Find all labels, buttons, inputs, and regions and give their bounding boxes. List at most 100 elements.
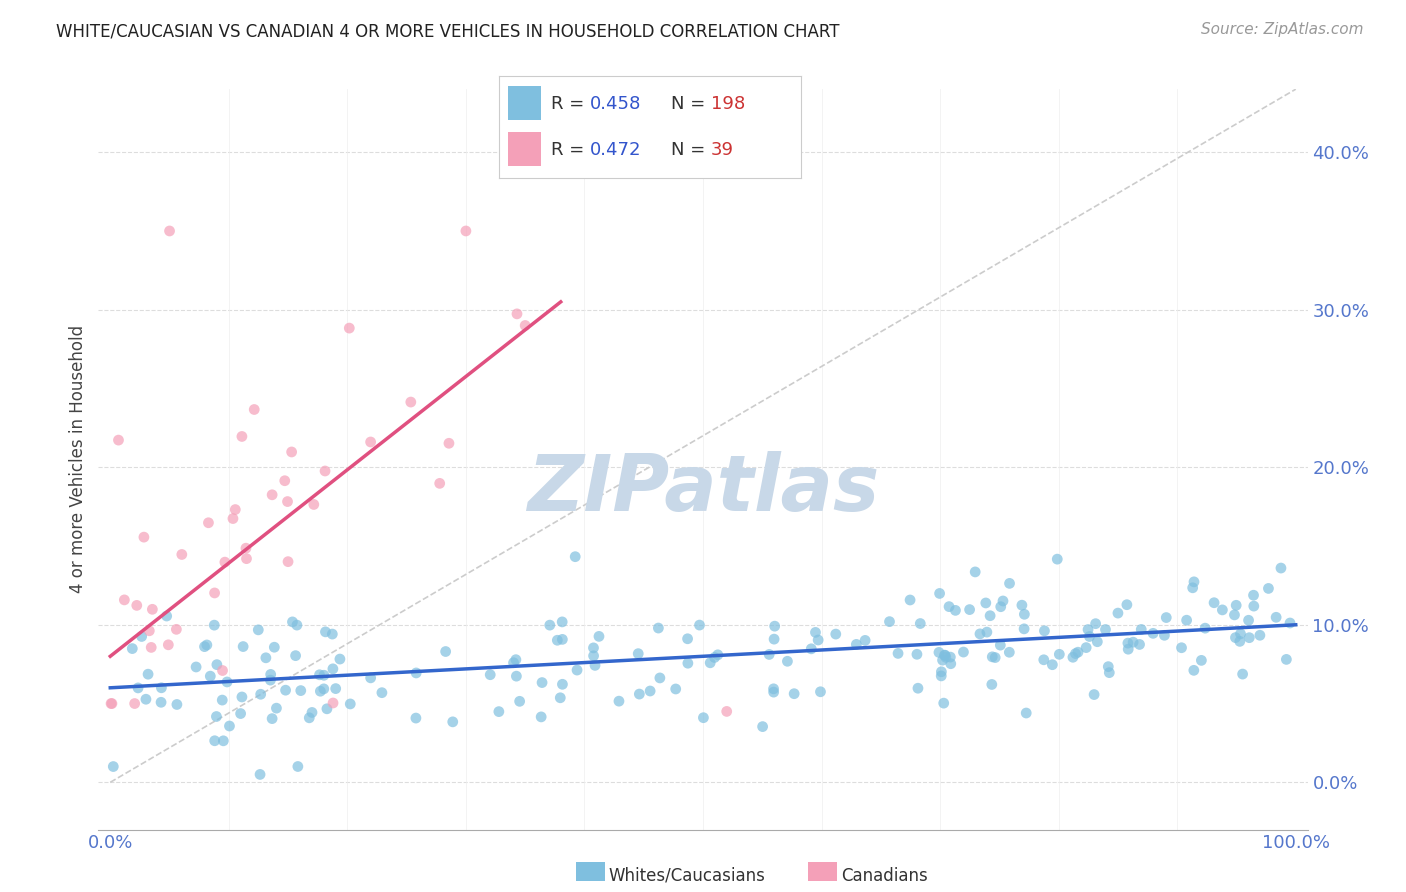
- Point: [202, 618, 225, 632]
- Point: [100, 697, 122, 711]
- Point: [530, 710, 553, 724]
- Point: [325, 681, 347, 696]
- Point: [1194, 621, 1216, 635]
- Point: [689, 618, 711, 632]
- Point: [218, 719, 240, 733]
- Point: [998, 576, 1021, 591]
- Point: [699, 656, 721, 670]
- Point: [707, 648, 730, 662]
- Point: [274, 683, 297, 698]
- Text: WHITE/CAUCASIAN VS CANADIAN 4 OR MORE VEHICLES IN HOUSEHOLD CORRELATION CHART: WHITE/CAUCASIAN VS CANADIAN 4 OR MORE VE…: [56, 22, 839, 40]
- Point: [582, 648, 605, 663]
- Point: [887, 647, 910, 661]
- Point: [254, 650, 277, 665]
- Point: [991, 594, 1014, 608]
- Point: [405, 711, 427, 725]
- Point: [1011, 598, 1033, 612]
- Point: [263, 640, 285, 655]
- Point: [259, 673, 281, 687]
- Point: [141, 602, 163, 616]
- Point: [1046, 552, 1069, 566]
- Point: [197, 516, 219, 530]
- Point: [1249, 628, 1271, 642]
- Point: [898, 593, 921, 607]
- Point: [845, 637, 868, 651]
- Point: [321, 627, 343, 641]
- Point: [1229, 634, 1251, 648]
- Point: [222, 511, 245, 525]
- Text: Canadians: Canadians: [841, 867, 928, 885]
- Point: [1098, 665, 1121, 680]
- Point: [301, 706, 323, 720]
- Point: [337, 321, 360, 335]
- Point: [302, 498, 325, 512]
- Point: [758, 648, 780, 662]
- Point: [131, 630, 153, 644]
- Point: [929, 669, 952, 683]
- Point: [935, 650, 957, 665]
- Point: [135, 692, 157, 706]
- Point: [703, 650, 725, 665]
- Point: [939, 650, 962, 665]
- Point: [193, 640, 215, 654]
- Point: [280, 445, 302, 459]
- Point: [676, 632, 699, 646]
- Point: [1062, 650, 1084, 665]
- Point: [907, 681, 929, 696]
- Point: [853, 633, 876, 648]
- Point: [285, 618, 308, 632]
- Point: [405, 665, 427, 680]
- Point: [312, 668, 335, 682]
- Point: [399, 395, 422, 409]
- Point: [648, 671, 671, 685]
- Point: [371, 686, 394, 700]
- Point: [762, 681, 785, 696]
- Point: [132, 530, 155, 544]
- Point: [607, 694, 630, 708]
- Text: Whites/Caucasians: Whites/Caucasians: [609, 867, 766, 885]
- Point: [360, 671, 382, 685]
- Point: [627, 647, 650, 661]
- Point: [247, 623, 270, 637]
- Point: [984, 650, 1007, 665]
- Point: [488, 705, 510, 719]
- Point: [284, 648, 307, 663]
- Point: [211, 664, 233, 678]
- Point: [195, 638, 218, 652]
- Point: [308, 667, 330, 681]
- Point: [249, 687, 271, 701]
- Point: [1142, 626, 1164, 640]
- Point: [716, 705, 738, 719]
- Point: [136, 667, 159, 681]
- Point: [582, 640, 605, 655]
- Point: [531, 675, 554, 690]
- Point: [101, 697, 124, 711]
- Point: [1243, 599, 1265, 613]
- Bar: [508, 132, 541, 166]
- Point: [1189, 653, 1212, 667]
- Point: [974, 596, 997, 610]
- Text: Source: ZipAtlas.com: Source: ZipAtlas.com: [1201, 22, 1364, 37]
- Point: [329, 652, 352, 666]
- Point: [810, 685, 832, 699]
- Point: [776, 654, 799, 668]
- Point: [931, 653, 953, 667]
- Point: [1257, 582, 1279, 596]
- Point: [879, 615, 901, 629]
- Point: [322, 662, 344, 676]
- Point: [763, 632, 786, 647]
- Point: [509, 694, 531, 708]
- Point: [548, 690, 571, 705]
- Point: [1083, 688, 1105, 702]
- Point: [800, 641, 823, 656]
- Point: [505, 669, 527, 683]
- Point: [1015, 706, 1038, 720]
- Point: [628, 687, 651, 701]
- Y-axis label: 4 or more Vehicles in Household: 4 or more Vehicles in Household: [69, 326, 87, 593]
- Point: [910, 616, 932, 631]
- Point: [1229, 627, 1251, 641]
- Point: [437, 436, 460, 450]
- Point: [1012, 622, 1035, 636]
- Point: [1223, 607, 1246, 622]
- Text: 39: 39: [710, 141, 734, 159]
